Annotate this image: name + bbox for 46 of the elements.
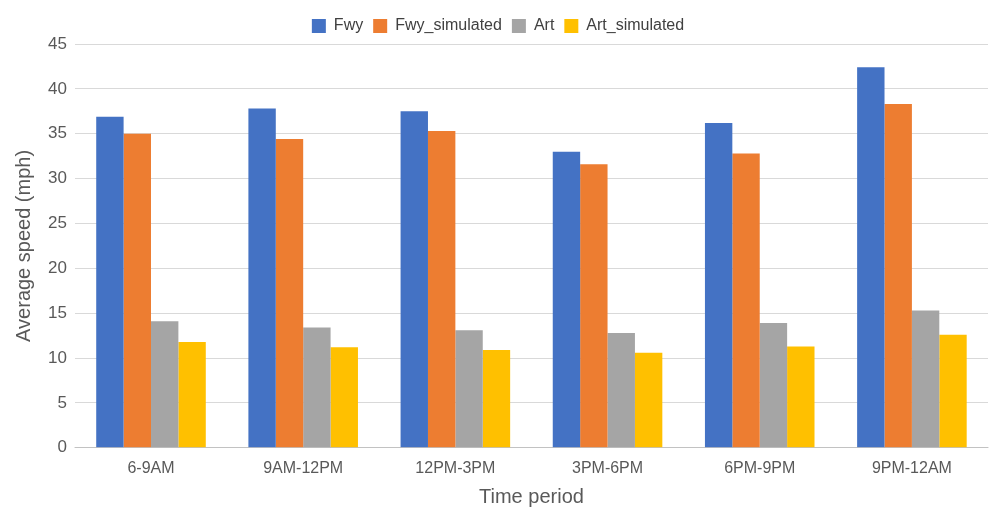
bar xyxy=(400,111,428,448)
bar xyxy=(123,133,151,448)
y-tick-label: 10 xyxy=(47,347,67,367)
legend-label: Fwy xyxy=(333,16,364,34)
y-tick-label: 15 xyxy=(47,302,67,322)
x-tick-label: 9PM-12AM xyxy=(871,458,952,476)
y-tick-label: 25 xyxy=(47,213,67,233)
legend-label: Art_simulated xyxy=(586,16,685,35)
bar xyxy=(455,330,483,448)
bar xyxy=(787,346,815,448)
bar xyxy=(857,67,885,448)
y-tick-label: 40 xyxy=(47,78,67,98)
x-tick-label: 6-9AM xyxy=(127,458,175,476)
bar xyxy=(151,321,179,448)
y-tick-label: 35 xyxy=(47,123,67,143)
y-tick-label: 45 xyxy=(47,33,67,53)
y-tick-label: 5 xyxy=(57,392,67,412)
bar xyxy=(427,131,456,448)
bar xyxy=(275,139,304,448)
y-tick-label: 0 xyxy=(57,437,67,457)
bar xyxy=(580,164,608,448)
x-tick-label: 9AM-12PM xyxy=(263,458,344,476)
legend-label: Art xyxy=(533,16,555,34)
y-tick-label: 20 xyxy=(47,258,67,278)
legend-label: Fwy_simulated xyxy=(395,16,502,35)
x-axis-title: Time period xyxy=(479,484,584,507)
bar xyxy=(634,352,663,448)
bar xyxy=(732,153,760,448)
x-tick-label: 6PM-9PM xyxy=(724,458,796,476)
y-tick-label: 30 xyxy=(47,168,67,188)
bar xyxy=(482,349,511,448)
bar xyxy=(759,323,788,448)
bar xyxy=(884,104,912,448)
bar xyxy=(96,116,124,448)
bar xyxy=(939,334,967,448)
bar xyxy=(607,332,635,448)
bar xyxy=(248,108,276,448)
bar xyxy=(704,122,733,448)
bar xyxy=(552,151,581,448)
bar xyxy=(178,341,206,448)
y-axis-title: Average speed (mph) xyxy=(11,149,34,342)
bar xyxy=(303,327,331,448)
x-tick-label: 3PM-6PM xyxy=(571,458,644,476)
bar xyxy=(330,347,358,448)
x-tick-label: 12PM-3PM xyxy=(415,458,496,476)
bar xyxy=(911,310,940,448)
